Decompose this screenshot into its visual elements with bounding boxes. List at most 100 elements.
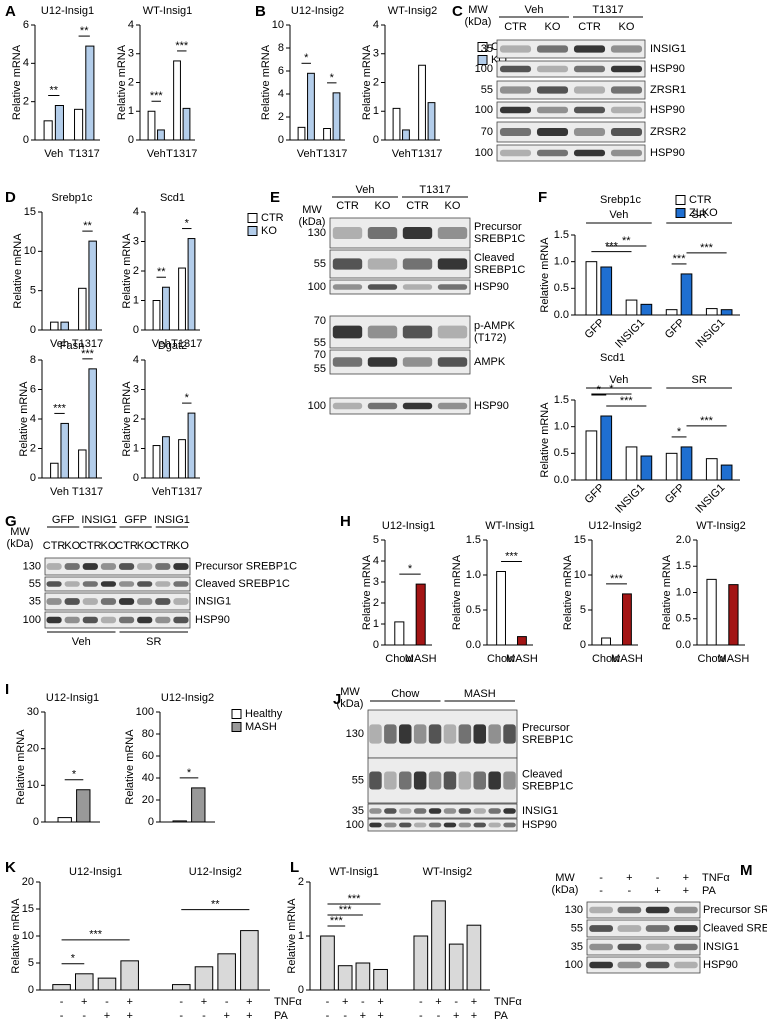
blot-band (398, 822, 412, 828)
panel-letter: M (740, 862, 753, 879)
chart-title: Scd1 (160, 192, 185, 204)
bar (162, 436, 170, 479)
blot-band (402, 227, 433, 239)
y-tick-label: 2.0 (676, 534, 691, 546)
bar (74, 108, 84, 141)
y-tick-label: 30 (27, 706, 39, 718)
panel-letter: D (5, 189, 16, 206)
significance-label: ** (622, 235, 631, 247)
mw-marker: 70 (314, 315, 326, 327)
significance-label: ** (80, 25, 89, 37)
legend-label: CTR (261, 212, 284, 224)
y-axis-label: Relative mRNA (121, 233, 133, 309)
condition-sign: - (628, 885, 632, 897)
bar (585, 261, 598, 316)
y-tick-label: 1.5 (554, 394, 569, 406)
group-label: Veh (609, 374, 628, 386)
mw-marker: 130 (308, 227, 326, 239)
legend-swatch (477, 55, 488, 65)
bar (173, 60, 181, 141)
condition-sign: + (654, 885, 660, 897)
y-tick-label: 0 (30, 472, 36, 484)
blot-band (488, 724, 501, 744)
blot-band (473, 822, 487, 828)
y-tick-label: 3 (128, 48, 134, 60)
blot-band (82, 581, 98, 587)
chart-title: U12-Insig2 (291, 5, 344, 17)
significance-label: *** (348, 893, 362, 905)
blot-band (46, 616, 62, 624)
blot-strip (367, 818, 518, 832)
blot-strip (496, 121, 646, 143)
x-tick-label: MASH (611, 653, 643, 665)
blot-band (499, 106, 532, 114)
blot-band (458, 771, 472, 790)
y-tick-label: 100 (136, 706, 154, 718)
y-tick-label: 0.0 (554, 309, 569, 321)
y-tick-label: 6 (23, 19, 29, 31)
x-tick-label: T1317 (166, 148, 197, 160)
mw-label: (kDa) (337, 698, 364, 710)
band-label: INSIG1 (650, 43, 686, 55)
bar (665, 452, 678, 481)
bar (373, 968, 388, 991)
blot-strip (496, 144, 646, 162)
bar (43, 120, 53, 141)
mw-marker: 100 (346, 819, 364, 831)
blot-band (437, 258, 468, 270)
significance-label: * (408, 563, 413, 575)
blot-band (458, 724, 472, 744)
column-group: GFP (124, 514, 147, 526)
blot-band (589, 925, 613, 932)
blot-band (332, 258, 363, 270)
blot-strip (329, 279, 471, 295)
condition-sign: - (225, 996, 229, 1008)
blot-band (332, 227, 363, 239)
y-tick-label: 15 (574, 534, 586, 546)
blot-band (413, 822, 427, 828)
y-tick-label: 40 (142, 772, 154, 784)
blot-band (64, 616, 80, 624)
y-tick-label: 0 (278, 134, 284, 146)
blot-band (332, 325, 363, 339)
band-label: HSP90 (474, 281, 509, 293)
blot-band (402, 258, 433, 270)
y-axis-label: Relative mRNA (15, 729, 27, 805)
mw-marker: 70 (481, 126, 493, 138)
chart-title: Srebp1c (600, 194, 641, 206)
significance-label: *** (620, 395, 634, 407)
condition-sign: + (435, 996, 441, 1008)
band-label: Precursor SREBP1C (195, 560, 297, 572)
chart-title: WT-Insig2 (423, 866, 473, 878)
panel-letter: J (333, 691, 341, 708)
bar (706, 578, 717, 646)
y-tick-label: 10 (24, 245, 36, 257)
condition-sign: + (377, 996, 383, 1008)
blot-band (443, 724, 457, 744)
significance-label: ** (83, 220, 92, 232)
bar (625, 446, 638, 481)
blot-band (645, 943, 670, 951)
band-label: HSP90 (650, 63, 685, 75)
mw-marker: 130 (565, 904, 583, 916)
bar (640, 455, 653, 481)
column-group: Veh (356, 184, 375, 196)
column-label: CTR (336, 200, 359, 212)
y-axis-label: Relative mRNA (539, 402, 551, 478)
panel-letter: B (255, 3, 266, 20)
bar (78, 287, 87, 331)
bottom-group: SR (146, 636, 161, 648)
panel-letter: I (5, 681, 9, 698)
x-tick-label: Chow (487, 653, 515, 665)
blot-band (499, 65, 532, 73)
y-tick-label: 15 (24, 206, 36, 218)
y-tick-label: 0.5 (554, 282, 569, 294)
y-tick-label: 20 (27, 743, 39, 755)
legend-swatch (231, 722, 242, 732)
bar (402, 129, 410, 141)
y-tick-label: 4 (23, 57, 29, 69)
y-axis-label: Relative mRNA (18, 381, 30, 457)
column-group: Chow (391, 688, 419, 700)
condition-sign: - (361, 996, 365, 1008)
chart-title: U12-Insig1 (41, 5, 94, 17)
